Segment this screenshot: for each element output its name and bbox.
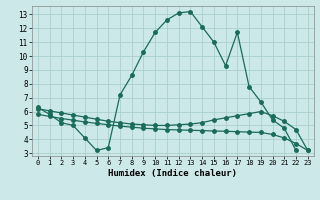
X-axis label: Humidex (Indice chaleur): Humidex (Indice chaleur) (108, 169, 237, 178)
